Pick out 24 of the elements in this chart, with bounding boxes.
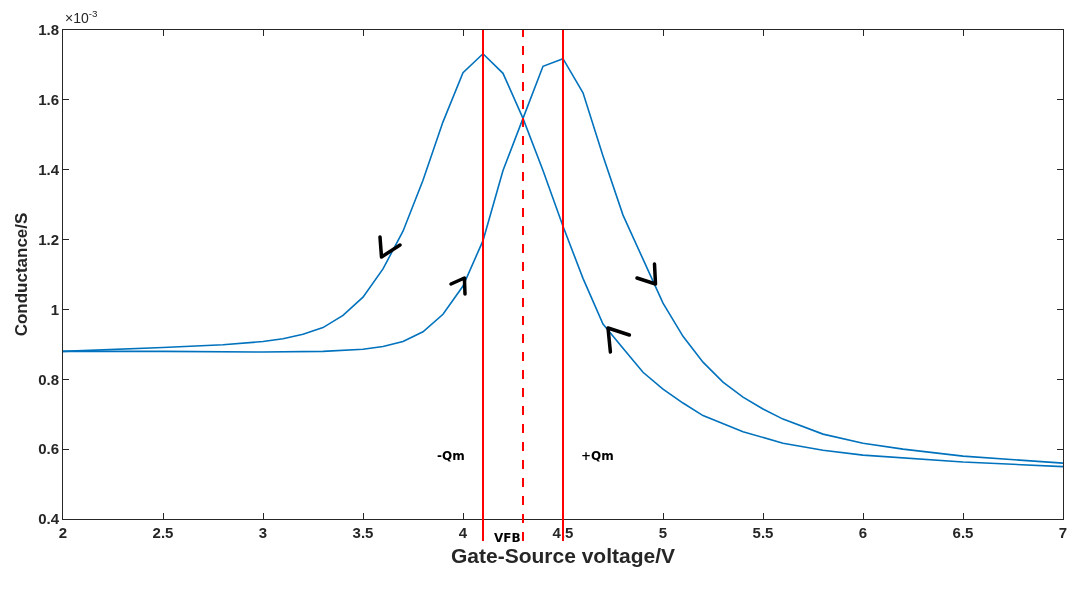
x-tick-label: 2.5 [152,524,174,541]
x-axis-title: Gate-Source voltage/V [450,544,676,568]
x-tick-label: 6 [858,524,868,541]
x-tick-label: 3 [258,524,268,541]
ref-line-label: -Qm [437,449,465,463]
y-tick-label: 1 [50,300,59,318]
ref-line-label: +Qm [581,449,614,463]
x-tick-label: 7 [1058,524,1068,541]
x-tick-label: 4 [458,524,468,541]
x-tick-label: 3.5 [352,524,374,541]
y-tick-label: 0.6 [38,440,59,458]
ref-line-label: VFB [494,531,521,545]
x-tick-label: 6.5 [952,524,974,541]
x-tick-label: 5.5 [752,524,774,541]
y-tick-label: 1.6 [38,91,59,109]
y-tick-label: 1.8 [38,21,59,39]
x-tick-label: 2 [58,524,68,541]
y-axis-title: Conductance/S [11,212,31,337]
y-tick-label: 1.4 [38,160,60,178]
text: ×10$^{-3}$ [65,8,99,26]
y-tick-label: 0.4 [38,510,60,528]
y-tick-label: 0.8 [38,370,59,388]
x-tick-label: 5 [658,524,668,541]
y-tick-label: 1.2 [38,230,59,248]
